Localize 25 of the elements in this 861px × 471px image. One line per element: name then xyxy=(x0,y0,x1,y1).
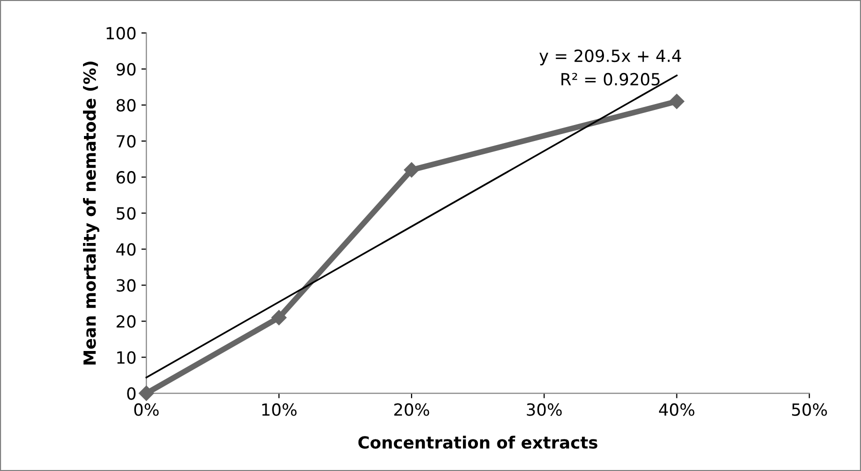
y-tick-label: 70 xyxy=(116,135,136,148)
y-tick-label: 60 xyxy=(116,171,136,184)
y-tick-label: 50 xyxy=(116,207,136,220)
y-tick-label: 100 xyxy=(106,26,136,40)
x-tick-label: 50% xyxy=(792,403,827,416)
y-axis-title: Mean mortality of nematode (%) xyxy=(83,62,100,364)
point xyxy=(404,162,420,178)
y-tick-label: 10 xyxy=(117,351,136,364)
x-tick-label: 30% xyxy=(526,403,562,416)
y-tick-label: 80 xyxy=(116,98,136,112)
annotation: y = 209.5x + 4.4 xyxy=(539,49,682,66)
point xyxy=(138,386,154,401)
x-tick-label: 10% xyxy=(262,403,297,416)
annotation: R² = 0.9205 xyxy=(562,72,660,86)
x-tick-label: 40% xyxy=(659,403,694,416)
y-tick-label: 0 xyxy=(127,387,136,400)
x-axis-title: Concentration of extracts xyxy=(358,436,598,449)
y-tick-label: 90 xyxy=(116,62,136,76)
y-tick-label: 40 xyxy=(116,243,136,256)
y-tick-label: 20 xyxy=(116,315,136,328)
x-tick-label: 20% xyxy=(394,403,430,416)
point xyxy=(271,310,287,326)
x-tick-label: 0% xyxy=(134,403,159,416)
y-tick-label: 30 xyxy=(116,279,136,292)
point xyxy=(669,94,684,109)
